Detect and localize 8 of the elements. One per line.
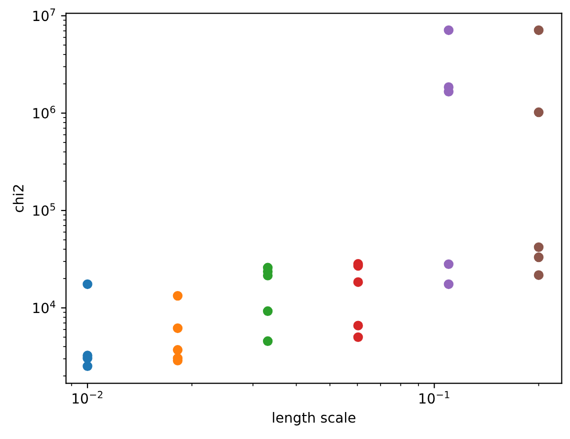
y-axis-title: chi2: [12, 185, 24, 212]
y-tick-label: 10$^{6}$: [33, 106, 56, 118]
x-tick-label: 10$^{−1}$: [420, 391, 450, 404]
x-tick-label: 10$^{−2}$: [72, 390, 102, 404]
y-tick-label: 10$^{7}$: [33, 8, 55, 22]
y-tick-label: 10$^{5}$: [33, 203, 55, 216]
y-tick-label: 10$^{4}$: [33, 300, 56, 314]
x-axis-title: length scale: [272, 412, 356, 426]
